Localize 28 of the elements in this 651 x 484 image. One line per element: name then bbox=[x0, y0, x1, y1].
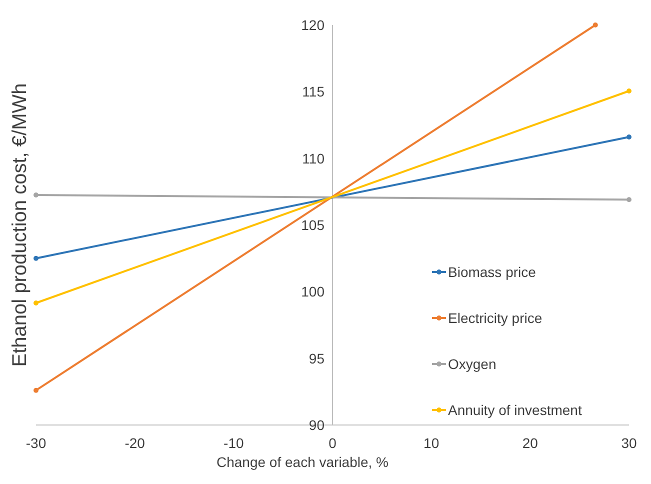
x-tick-label: -20 bbox=[124, 435, 146, 451]
x-tick-label: -30 bbox=[26, 435, 46, 451]
point bbox=[626, 88, 632, 94]
legend-label: Biomass price bbox=[448, 264, 536, 280]
point bbox=[592, 22, 598, 28]
point bbox=[34, 256, 38, 261]
x-tick-label: 10 bbox=[424, 435, 440, 451]
x-tick-label: -10 bbox=[224, 435, 244, 451]
x-axis-title: Change of each variable, % bbox=[216, 454, 388, 470]
y-tick-label: 100 bbox=[301, 284, 325, 300]
y-tick-label: 90 bbox=[308, 417, 325, 433]
point bbox=[34, 388, 38, 393]
x-tick-label: 0 bbox=[328, 435, 337, 451]
legend-label: Electricity price bbox=[448, 310, 542, 326]
x-tick-label: 20 bbox=[522, 435, 538, 451]
x-tick-label: 30 bbox=[621, 435, 637, 451]
y-tick-label: 120 bbox=[301, 17, 325, 33]
point bbox=[34, 192, 38, 198]
point bbox=[34, 300, 38, 306]
legend-label: Annuity of investment bbox=[448, 402, 582, 418]
y-axis-title: Ethanol production cost, €/MWh bbox=[9, 83, 31, 367]
y-tick-label: 105 bbox=[301, 217, 325, 233]
y-tick-label: 110 bbox=[302, 150, 325, 166]
y-tick-label: 115 bbox=[302, 84, 325, 100]
point bbox=[626, 134, 632, 140]
legend-label: Oxygen bbox=[448, 356, 496, 372]
y-tick-label: 95 bbox=[308, 350, 325, 366]
point bbox=[626, 197, 632, 202]
